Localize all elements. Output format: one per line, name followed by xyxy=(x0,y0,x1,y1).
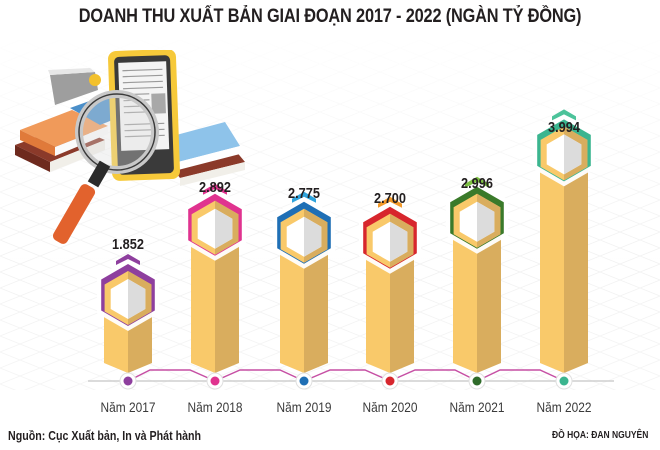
value-label-2019: 2.775 xyxy=(288,185,320,202)
bar-năm-2018 xyxy=(183,183,247,390)
cap-chevron xyxy=(203,183,227,195)
value-label-2018: 2.892 xyxy=(199,179,231,196)
graphic-credit: ĐỒ HỌA: ĐAN NGUYÊN xyxy=(551,430,648,441)
year-label-2021: Năm 2021 xyxy=(449,399,505,415)
cap-chevron xyxy=(378,196,402,208)
cap-chevron xyxy=(292,191,316,203)
cap-chevron xyxy=(116,253,140,265)
books-tablet-magnifier-icon xyxy=(15,50,245,244)
year-label-2019: Năm 2019 xyxy=(276,399,332,415)
cap-chevron xyxy=(465,176,489,188)
value-label-2017: 1.852 xyxy=(112,236,144,253)
baseline-dot xyxy=(210,376,220,386)
value-label-2022: 3.994 xyxy=(548,119,580,136)
baseline-dot xyxy=(385,376,395,386)
baseline-dot xyxy=(559,376,569,386)
bar-năm-2021 xyxy=(445,176,509,390)
bar-năm-2022 xyxy=(532,109,596,390)
year-label-2017: Năm 2017 xyxy=(100,399,156,415)
bar-năm-2017 xyxy=(96,253,160,390)
baseline-dot xyxy=(472,376,482,386)
trend-line xyxy=(127,369,565,382)
cap-chevron xyxy=(552,109,576,121)
baseline-dot xyxy=(123,376,133,386)
value-label-2021: 2.996 xyxy=(461,175,493,192)
year-label-2022: Năm 2022 xyxy=(536,399,592,415)
chart-title: DOANH THU XUẤT BẢN GIAI ĐOẠN 2017 - 2022… xyxy=(78,6,582,27)
baseline-dot xyxy=(299,376,309,386)
value-label-2020: 2.700 xyxy=(374,190,406,207)
bar-năm-2020 xyxy=(358,196,422,390)
year-label-2018: Năm 2018 xyxy=(187,399,243,415)
bar-năm-2019 xyxy=(272,191,336,390)
source-note: Nguồn: Cục Xuất bản, In và Phát hành xyxy=(8,428,202,443)
year-label-2020: Năm 2020 xyxy=(362,399,418,415)
